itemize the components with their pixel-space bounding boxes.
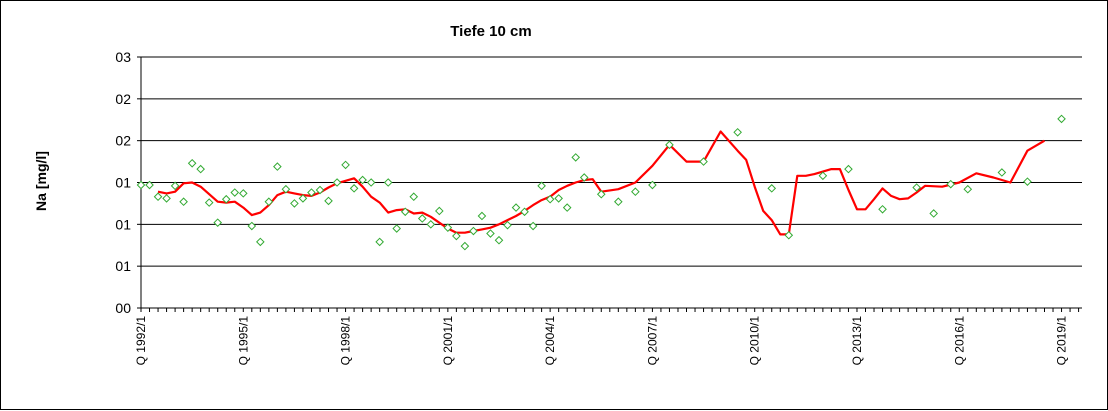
data-point (511, 203, 521, 212)
data-point (426, 220, 436, 229)
gridlines (141, 56, 1082, 267)
moving-average-line (157, 130, 1046, 236)
x-tick-label: Q 2007/1 (645, 316, 659, 366)
data-point (273, 162, 282, 171)
data-point (417, 214, 427, 223)
y-tick-label: 02 (115, 91, 131, 107)
data-point (358, 175, 367, 185)
data-point (571, 153, 581, 162)
data-point (179, 197, 188, 207)
data-point (170, 181, 180, 191)
data-point (963, 184, 973, 194)
data-point (648, 180, 657, 190)
x-tick-labels: Q 1992/1 Q 1995/1 Q 1998/1 Q 2001/1 Q 2004/1… (134, 316, 1069, 366)
data-point (469, 226, 478, 236)
data-point (929, 209, 938, 218)
x-tick-label: Q 2016/1 (952, 316, 966, 366)
data-point (1057, 114, 1066, 124)
data-point (878, 204, 887, 214)
data-point (196, 164, 205, 174)
data-point (818, 171, 828, 181)
data-point (341, 160, 350, 170)
data-point (596, 189, 606, 199)
data-point (264, 197, 274, 207)
data-point (213, 218, 223, 227)
x-tick-label: Q 2019/1 (1055, 316, 1069, 366)
data-point (912, 183, 921, 192)
data-point (784, 230, 794, 240)
data-point (545, 194, 555, 204)
y-tick-label: 00 (115, 300, 131, 316)
data-point (631, 187, 640, 197)
x-tick-label: Q 2004/1 (543, 316, 557, 366)
x-tick-label: Q 1992/1 (134, 316, 148, 366)
data-point (315, 185, 325, 195)
data-point (187, 158, 197, 168)
data-point (520, 207, 529, 217)
data-point (256, 237, 265, 247)
y-tick-label: 01 (115, 216, 131, 232)
y-tick-label: 02 (115, 133, 131, 149)
data-point (844, 164, 853, 174)
data-point (537, 181, 546, 191)
data-point (503, 220, 512, 230)
data-point (349, 184, 359, 193)
data-point (281, 184, 291, 194)
data-point (477, 211, 487, 221)
data-point (997, 168, 1007, 177)
data-point (307, 188, 316, 197)
data-point (230, 188, 240, 197)
data-point (162, 194, 171, 203)
x-tick-label: Q 1995/1 (236, 316, 250, 366)
data-point (409, 192, 419, 202)
data-point (946, 179, 956, 189)
scatter-series (136, 114, 1066, 251)
data-point (767, 184, 777, 193)
data-point (460, 241, 470, 251)
data-point (614, 197, 623, 207)
data-point (452, 231, 461, 241)
data-point (366, 178, 376, 187)
chart-title: Tiefe 10 cm (450, 23, 531, 40)
data-point (486, 229, 495, 238)
data-point (383, 178, 393, 187)
x-tick-label: Q 2013/1 (850, 316, 864, 366)
data-point (136, 180, 146, 190)
data-point (145, 180, 154, 190)
x-tick-label: Q 2010/1 (748, 316, 762, 366)
data-point (528, 221, 538, 231)
data-point (204, 198, 214, 207)
data-point (290, 199, 299, 208)
data-point (298, 194, 308, 203)
line-series (157, 130, 1046, 236)
data-point (247, 221, 257, 231)
data-point (1023, 177, 1032, 186)
data-point (494, 235, 504, 245)
y-tick-label: 03 (115, 49, 131, 65)
data-point (733, 127, 742, 137)
x-tick-label: Q 2001/1 (441, 316, 455, 366)
data-point (153, 192, 163, 202)
data-point (435, 206, 444, 216)
data-point (699, 157, 708, 166)
data-point (324, 196, 333, 206)
data-point (554, 194, 563, 203)
y-tick-label: 01 (115, 175, 131, 191)
data-point (392, 224, 402, 233)
x-tick-label: Q 1998/1 (339, 316, 353, 366)
data-point (400, 207, 410, 217)
data-point (238, 189, 248, 198)
data-point (443, 223, 453, 232)
data-point (579, 173, 589, 182)
data-point (562, 203, 572, 212)
data-point (332, 178, 342, 187)
data-point (375, 237, 384, 247)
y-tick-label: 01 (115, 258, 131, 274)
y-axis-label: Na [mg/l] (33, 151, 49, 211)
y-tick-labels: 00 01 01 01 02 02 03 (115, 49, 131, 316)
data-point (221, 194, 231, 204)
data-point (665, 140, 674, 150)
